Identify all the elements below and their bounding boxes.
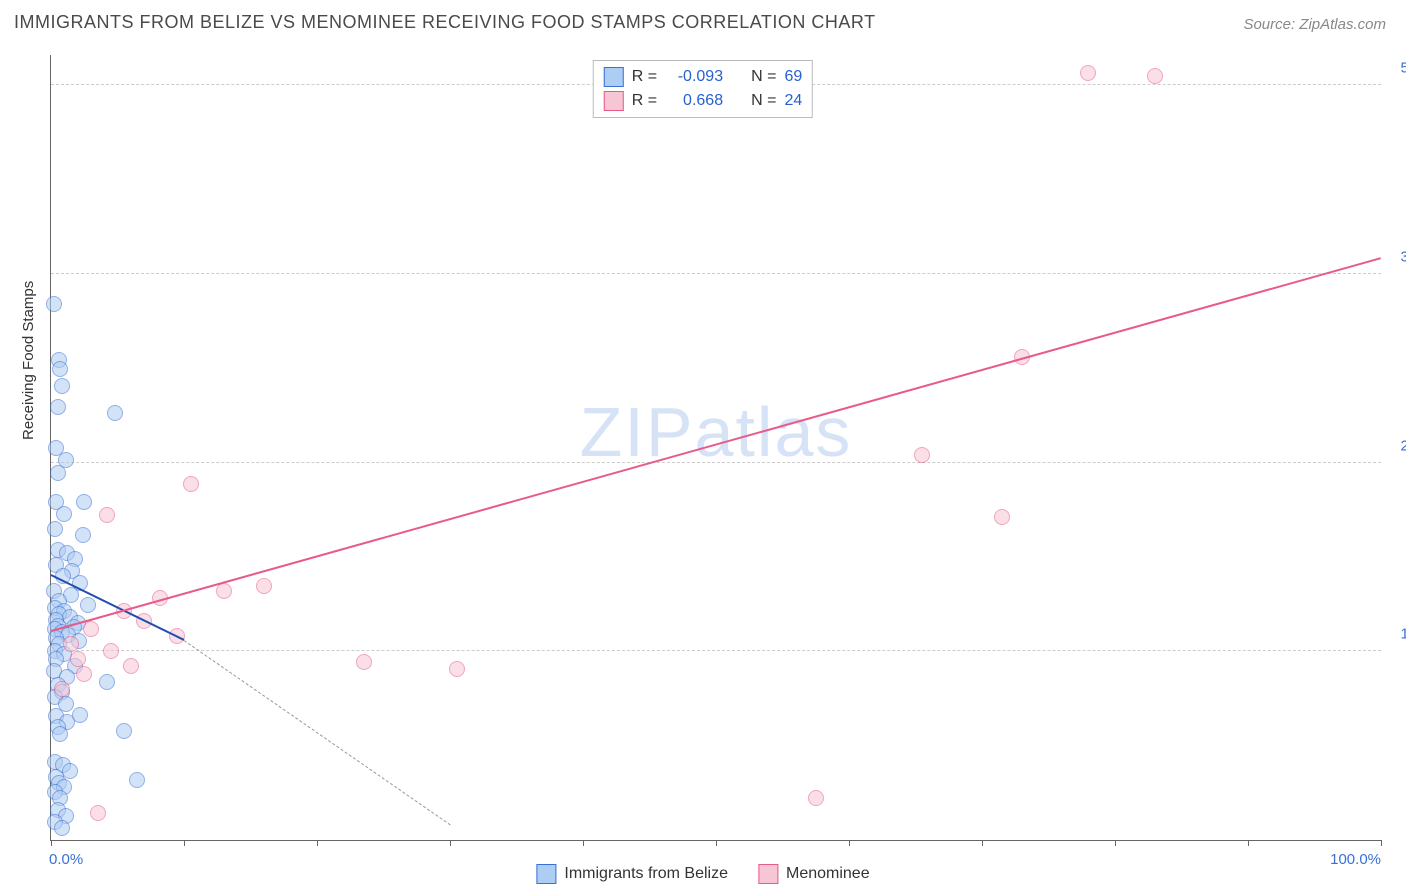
legend-r-value: 0.668 [665, 89, 723, 113]
data-point [83, 621, 99, 637]
x-tick-label: 100.0% [1330, 851, 1381, 868]
gridline-h [51, 273, 1381, 274]
legend-n-label: N = [751, 89, 776, 113]
y-axis-title: Receiving Food Stamps [20, 281, 37, 440]
y-tick-label: 12.5% [1388, 626, 1406, 643]
legend-swatch [604, 91, 624, 111]
x-tick [51, 840, 52, 846]
data-point [1080, 65, 1096, 81]
data-point [256, 578, 272, 594]
legend-n-value: 69 [784, 65, 802, 89]
data-point [216, 583, 232, 599]
data-point [356, 654, 372, 670]
trend-line [51, 257, 1382, 632]
data-point [70, 651, 86, 667]
chart-title: IMMIGRANTS FROM BELIZE VS MENOMINEE RECE… [14, 12, 876, 33]
legend-label: Menominee [786, 865, 870, 883]
gridline-h [51, 650, 1381, 651]
x-tick [716, 840, 717, 846]
x-tick [1248, 840, 1249, 846]
data-point [46, 296, 62, 312]
y-tick-label: 50.0% [1388, 60, 1406, 77]
data-point [50, 399, 66, 415]
data-point [90, 805, 106, 821]
data-point [76, 494, 92, 510]
data-point [56, 506, 72, 522]
legend-item: Menominee [758, 864, 870, 884]
gridline-h [51, 462, 1381, 463]
x-tick [849, 840, 850, 846]
legend-n-label: N = [751, 65, 776, 89]
data-point [116, 723, 132, 739]
data-point [808, 790, 824, 806]
legend-row: R = 0.668 N = 24 [604, 89, 802, 113]
legend-series: Immigrants from Belize Menominee [536, 864, 869, 884]
y-tick-label: 37.5% [1388, 248, 1406, 265]
data-point [994, 509, 1010, 525]
data-point [76, 666, 92, 682]
legend-row: R = -0.093 N = 69 [604, 65, 802, 89]
x-tick-label: 0.0% [49, 851, 83, 868]
data-point [183, 476, 199, 492]
data-point [914, 447, 930, 463]
data-point [54, 681, 70, 697]
data-point [63, 636, 79, 652]
x-tick [1381, 840, 1382, 846]
watermark: ZIPatlas [580, 392, 853, 472]
data-point [99, 507, 115, 523]
legend-swatch [536, 864, 556, 884]
legend-swatch [604, 67, 624, 87]
data-point [52, 726, 68, 742]
x-tick [982, 840, 983, 846]
data-point [107, 405, 123, 421]
data-point [54, 820, 70, 836]
legend-item: Immigrants from Belize [536, 864, 728, 884]
legend-r-label: R = [632, 89, 657, 113]
data-point [50, 465, 66, 481]
legend-swatch [758, 864, 778, 884]
data-point [52, 361, 68, 377]
plot-area: ZIPatlas 12.5%25.0%37.5%50.0%0.0%100.0% [50, 55, 1381, 841]
source-label: Source: ZipAtlas.com [1243, 16, 1386, 33]
data-point [54, 378, 70, 394]
data-point [123, 658, 139, 674]
data-point [129, 772, 145, 788]
y-tick-label: 25.0% [1388, 437, 1406, 454]
legend-r-value: -0.093 [665, 65, 723, 89]
x-tick [1115, 840, 1116, 846]
legend-label: Immigrants from Belize [564, 865, 728, 883]
data-point [449, 661, 465, 677]
data-point [103, 643, 119, 659]
legend-n-value: 24 [784, 89, 802, 113]
x-tick [583, 840, 584, 846]
data-point [75, 527, 91, 543]
legend-r-label: R = [632, 65, 657, 89]
x-tick [317, 840, 318, 846]
data-point [47, 521, 63, 537]
trend-extrapolation [184, 640, 451, 825]
legend-correlation: R = -0.093 N = 69 R = 0.668 N = 24 [593, 60, 813, 118]
x-tick [450, 840, 451, 846]
x-tick [184, 840, 185, 846]
data-point [1147, 68, 1163, 84]
data-point [80, 597, 96, 613]
data-point [99, 674, 115, 690]
